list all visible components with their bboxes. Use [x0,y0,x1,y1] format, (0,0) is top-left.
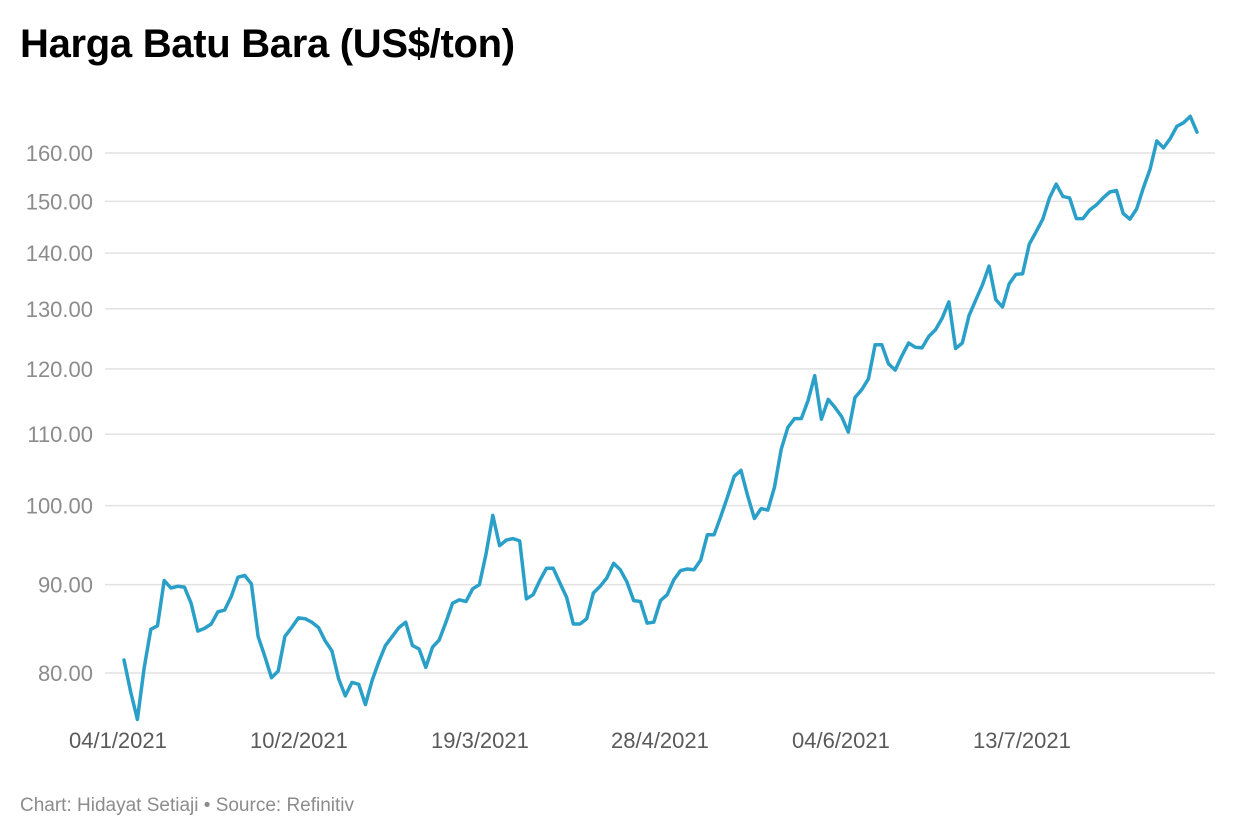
y-tick-label: 110.00 [27,422,93,447]
x-tick-label: 19/3/2021 [431,728,529,753]
y-tick-label: 150.00 [26,189,93,214]
y-tick-label: 90.00 [38,573,93,598]
price-series [122,114,1199,722]
source-credit: Source: Refinitiv [215,795,355,816]
x-tick-label: 04/6/2021 [792,728,890,753]
y-tick-label: 140.00 [26,241,93,266]
footer-separator: • [203,795,211,816]
x-tick-label: 10/2/2021 [250,728,348,753]
x-tick-label: 04/1/2021 [69,728,167,753]
x-axis-tick-labels: 04/1/2021 10/2/2021 19/3/2021 28/4/2021 04/6… [69,728,1071,753]
price-line [122,114,1199,722]
grid-lines [105,152,1215,674]
y-tick-label: 130.00 [26,297,93,322]
chart-credit: Chart: Hidayat Setiaji [20,795,199,816]
chart-title: Harga Batu Bara (US$/ton) [20,22,515,66]
y-axis-tick-labels: 80.00 90.00 100.00 110.00 120.00 130.00 140.00… [26,141,93,686]
y-tick-label: 100.00 [26,494,93,519]
y-tick-label: 80.00 [38,661,93,686]
y-tick-label: 160.00 [26,141,93,166]
chart-canvas: 80.00 90.00 100.00 110.00 120.00 130.00 140.00… [26,114,1215,753]
x-tick-label: 13/7/2021 [973,728,1071,753]
x-tick-label: 28/4/2021 [611,728,709,753]
y-tick-label: 120.00 [26,357,93,382]
chart-footer: Chart: Hidayat Setiaji • Source: Refinit… [20,795,354,817]
